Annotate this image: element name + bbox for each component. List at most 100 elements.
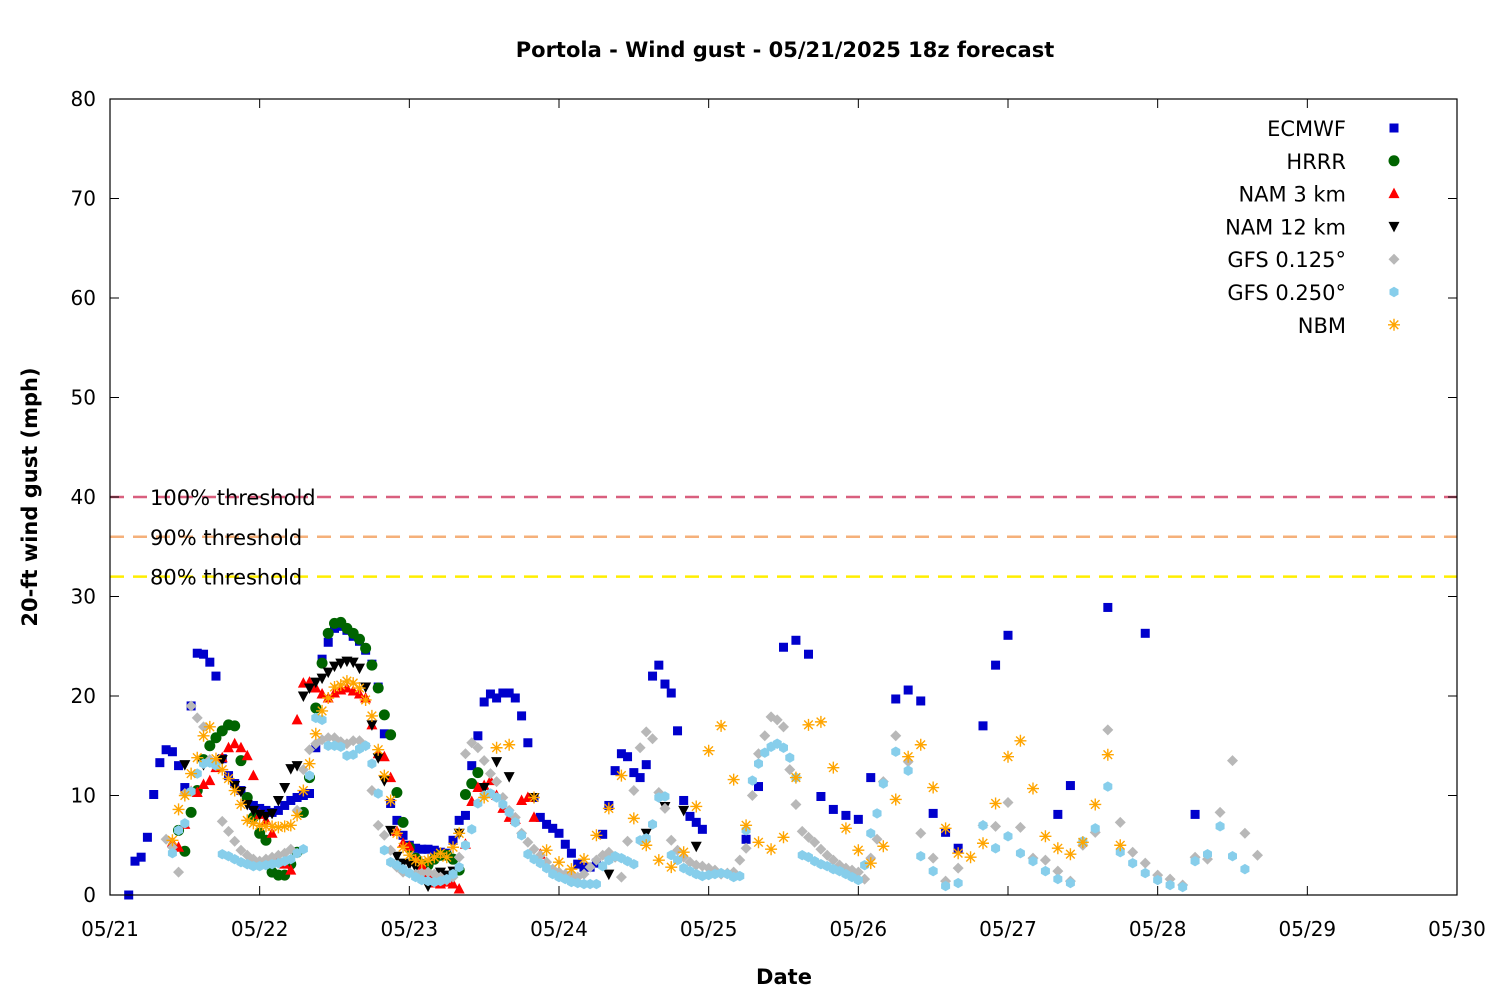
data-point-gfs-0-125	[1014, 821, 1026, 833]
data-point-gfs-0-250	[591, 878, 601, 890]
data-point-nbm	[902, 750, 915, 763]
data-point-nbm	[752, 836, 765, 849]
x-tick-label: 05/25	[680, 917, 738, 941]
data-point-gfs-0-250	[747, 775, 757, 786]
data-point-gfs-0-250	[1240, 863, 1250, 875]
data-point-gfs-0-250	[167, 848, 177, 859]
data-point-ecmwf	[517, 711, 527, 721]
data-point-nam-12-km	[491, 757, 503, 768]
data-point-hrrr	[185, 806, 197, 818]
data-point-ecmwf	[566, 848, 576, 858]
data-point-gfs-0-250	[317, 714, 327, 726]
data-point-nam-3-km	[528, 811, 540, 822]
data-point-ecmwf	[1003, 630, 1013, 640]
data-point-nbm	[1051, 842, 1064, 855]
data-point-gfs-0-250	[1165, 879, 1175, 891]
y-tick-label: 0	[83, 883, 96, 907]
data-point-nbm	[440, 851, 453, 864]
threshold-label-100-threshold: 100% threshold	[150, 486, 316, 510]
data-point-gfs-0-125	[1102, 724, 1114, 736]
data-point-gfs-0-250	[1178, 881, 1188, 893]
data-point-gfs-0-125	[622, 835, 634, 847]
series-gfs-0-250	[167, 712, 1250, 893]
axis-ticks: 05/21 05/22 05/23 05/24 05/25 05/26 05/27 05/28…	[71, 87, 1486, 941]
data-point-nbm	[939, 822, 952, 835]
x-tick-label: 05/27	[979, 917, 1037, 941]
data-point-nam-3-km	[453, 883, 465, 894]
data-point-ecmwf	[635, 773, 645, 783]
data-point-nbm	[490, 741, 503, 754]
data-point-nam-12-km	[241, 799, 253, 811]
data-point-gfs-0-250	[517, 830, 527, 841]
data-point-nam-12-km	[310, 677, 322, 689]
data-point-ecmwf	[1103, 602, 1113, 612]
data-point-nbm	[309, 727, 322, 740]
data-point-nbm	[259, 820, 272, 833]
data-point-gfs-0-250	[660, 791, 670, 802]
data-point-nam-12-km	[297, 691, 309, 702]
legend-item-nam-12-km: NAM 12 km	[1225, 215, 1400, 239]
data-point-gfs-0-125	[378, 829, 390, 841]
data-point-nbm	[615, 769, 628, 782]
data-point-ecmwf	[673, 726, 683, 736]
data-point-ecmwf	[1053, 809, 1063, 819]
data-point-ecmwf	[379, 729, 389, 739]
data-point-gfs-0-125	[478, 755, 490, 767]
data-point-gfs-0-250	[492, 792, 502, 803]
data-point-nbm	[228, 784, 241, 797]
data-point-nam-12-km	[291, 761, 303, 772]
legend: ECMWF HRRR NAM 3 km NAM 12 km GFS 0.125° GFS …	[1225, 117, 1400, 338]
data-point-nam-12-km	[603, 869, 615, 881]
threshold-lines: 100% threshold 90% threshold 80% threshold	[110, 486, 1457, 590]
data-point-hrrr	[391, 787, 403, 799]
data-point-gfs-0-250	[779, 742, 788, 753]
data-point-nbm	[478, 791, 491, 804]
data-point-gfs-0-125	[484, 768, 496, 780]
data-point-hrrr	[459, 789, 471, 801]
data-point-gfs-0-250	[853, 874, 863, 886]
data-point-gfs-0-250	[373, 788, 383, 799]
data-point-hrrr	[353, 633, 365, 645]
data-point-gfs-0-125	[647, 733, 659, 745]
data-point-nbm	[1114, 839, 1127, 852]
data-point-gfs-0-125	[952, 862, 964, 874]
legend-item-hrrr: HRRR	[1286, 150, 1400, 174]
data-point-gfs-0-125	[216, 815, 228, 827]
data-point-gfs-0-125	[628, 785, 640, 797]
data-point-nbm	[777, 831, 790, 844]
legend-label-hrrr: HRRR	[1286, 150, 1346, 174]
data-point-gfs-0-125	[578, 868, 590, 880]
data-point-gfs-0-125	[1114, 816, 1126, 828]
data-point-nbm	[415, 856, 428, 869]
data-point-gfs-0-125	[759, 730, 771, 742]
data-point-hrrr	[204, 740, 216, 752]
data-point-ecmwf	[573, 859, 583, 869]
x-tick-label: 05/30	[1428, 917, 1486, 941]
data-point-gfs-0-250	[598, 860, 608, 872]
data-point-hrrr	[360, 642, 372, 654]
data-point-gfs-0-125	[665, 834, 677, 846]
data-point-nam-3-km	[516, 794, 528, 805]
data-point-nbm	[297, 784, 310, 797]
data-point-ecmwf	[1065, 781, 1075, 791]
data-point-gfs-0-125	[304, 744, 316, 756]
data-point-nbm	[1002, 750, 1014, 763]
data-point-nbm	[877, 840, 890, 853]
data-point-nbm	[178, 789, 191, 802]
data-point-ecmwf	[648, 671, 658, 681]
legend-marker-nam-12-km	[1388, 221, 1400, 233]
data-point-ecmwf	[485, 689, 495, 699]
data-point-nbm	[384, 794, 397, 807]
x-tick-label: 05/22	[231, 917, 289, 941]
data-point-nam-12-km	[478, 783, 490, 794]
data-point-ecmwf	[292, 792, 302, 802]
data-point-gfs-0-125	[778, 721, 789, 733]
data-point-nbm	[740, 819, 753, 832]
data-point-nbm	[397, 841, 410, 854]
data-point-gfs-0-125	[1127, 846, 1139, 858]
data-point-ecmwf	[155, 758, 165, 768]
data-point-nbm	[652, 854, 665, 867]
data-point-ecmwf	[691, 817, 701, 827]
data-point-nbm	[590, 829, 603, 842]
data-point-nbm	[914, 738, 927, 751]
